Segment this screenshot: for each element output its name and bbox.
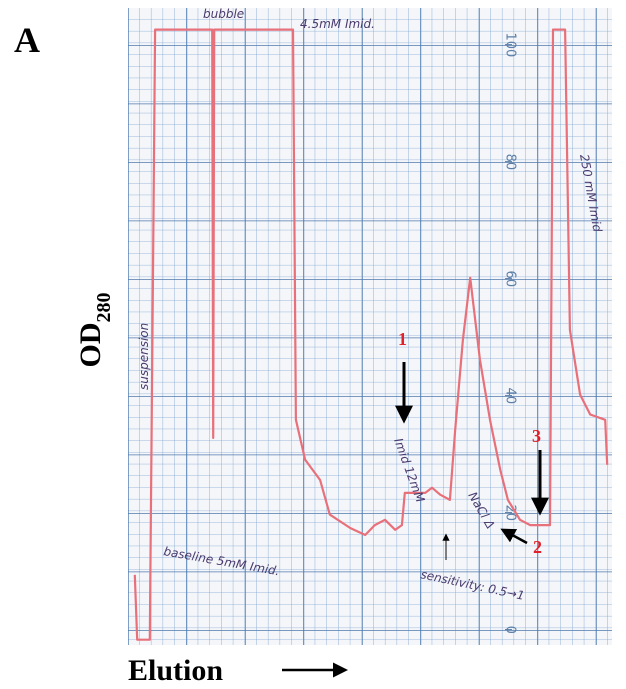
y-tick-label: 40 <box>503 388 518 405</box>
marker-number: 2 <box>533 537 542 557</box>
annotation: bubble <box>203 7 244 21</box>
trace <box>133 28 609 641</box>
marker-number: 1 <box>398 329 407 349</box>
panel-label: A <box>14 20 40 60</box>
x-axis-label: Elution <box>128 654 223 687</box>
major-grid <box>128 8 612 645</box>
arrow <box>500 528 528 545</box>
y-label-main: OD <box>74 323 107 368</box>
y-tick-label: 80 <box>503 154 518 171</box>
annotation: suspension <box>137 323 151 390</box>
y-axis-label: OD280 <box>74 293 115 368</box>
y-label-subscript: 280 <box>93 293 115 323</box>
y-tick-label: 60 <box>503 271 518 288</box>
annotation: 4.5mM Imid. <box>300 17 375 31</box>
y-tick-label: 0 <box>503 626 518 634</box>
y-tick-label: 100 <box>503 32 518 57</box>
marker-number: 3 <box>532 426 541 446</box>
